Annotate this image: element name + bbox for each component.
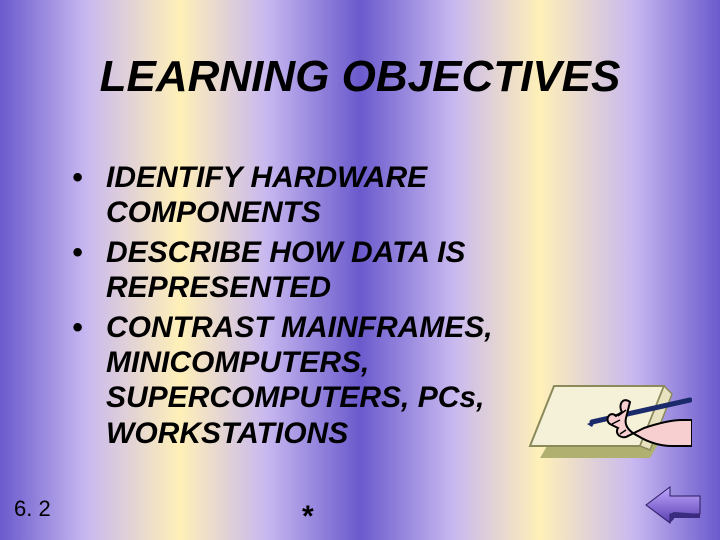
bullet-item: IDENTIFY HARDWARE COMPONENTS	[72, 160, 632, 231]
bullet-item: DESCRIBE HOW DATA IS REPRESENTED	[72, 235, 632, 306]
footer-asterisk: *	[302, 500, 314, 534]
hand-writing-icon	[522, 350, 692, 470]
slide-number: 6. 2	[14, 496, 51, 522]
page-title: LEARNING OBJECTIVES	[0, 52, 720, 102]
slide-content: LEARNING OBJECTIVES IDENTIFY HARDWARE CO…	[0, 0, 720, 540]
slide: LEARNING OBJECTIVES IDENTIFY HARDWARE CO…	[0, 0, 720, 540]
previous-slide-button[interactable]	[644, 484, 702, 526]
